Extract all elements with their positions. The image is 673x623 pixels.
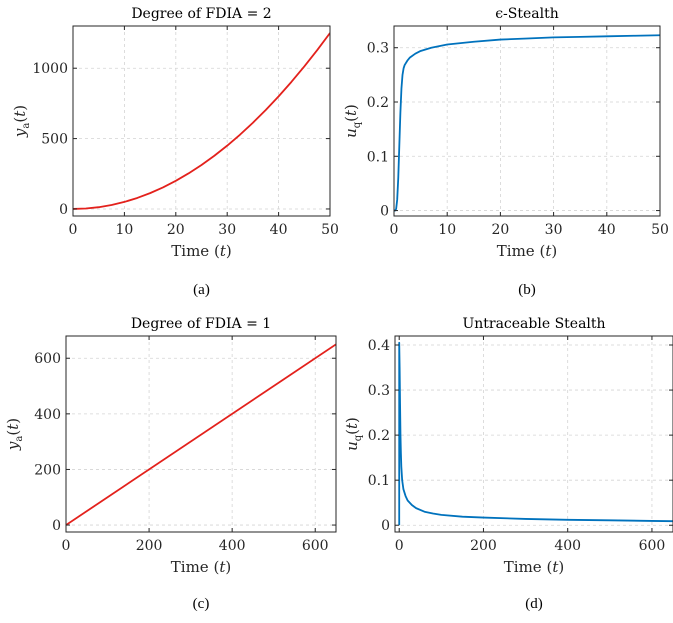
series-line-b-0 [394, 34, 660, 212]
x-tick-label: 200 [470, 538, 497, 554]
series-line-c-0 [66, 343, 336, 526]
panel-c: 0 200 400 600 0 200 400 600 Degree of FDIA = 1 Ti… [4, 316, 337, 612]
plot-frame [393, 25, 661, 217]
y-tick-label: 400 [34, 407, 61, 423]
chart-title: Degree of FDIA = 2 [131, 6, 271, 22]
x-tick-label: 0 [69, 222, 78, 238]
y-tick-label: 0.1 [368, 473, 390, 489]
x-tick-label: 600 [639, 538, 666, 554]
plot-frame [65, 335, 337, 533]
x-tick-label: 0 [62, 538, 71, 554]
x-tick-label: 600 [302, 538, 329, 554]
x-tick-label: 20 [491, 222, 509, 238]
y-tick-label: 500 [41, 132, 68, 148]
plot-frame [394, 335, 673, 533]
x-tick-label: 10 [438, 222, 456, 238]
x-tick-label: 30 [545, 222, 563, 238]
y-tick-label: 0.3 [368, 383, 390, 399]
y-tick-label: 200 [34, 462, 61, 478]
y-tick-label: 600 [34, 351, 61, 367]
panel-caption: (d) [525, 596, 543, 612]
y-axis-label: ya(t) [4, 418, 25, 451]
y-tick-label: 0.4 [368, 338, 390, 354]
y-tick-label: 0 [52, 518, 61, 534]
x-axis-label: Time (t) [497, 242, 557, 260]
y-tick-label: 0.3 [367, 41, 389, 57]
panel-caption: (c) [193, 596, 210, 612]
panel-d: 0 200 400 600 0 0.1 0.2 0.3 0.4 Untraceable Steal… [343, 316, 673, 612]
plot-frame [72, 25, 331, 217]
x-tick-label: 10 [115, 222, 133, 238]
y-tick-label: 0.2 [368, 428, 390, 444]
y-tick-label: 0.2 [367, 95, 389, 111]
y-tick-label: 0 [380, 204, 389, 220]
y-axis-label: ya(t) [11, 105, 32, 138]
panel-caption: (b) [518, 282, 536, 298]
y-tick-label: 0 [59, 202, 68, 218]
series-line-d-0 [398, 341, 673, 526]
y-tick-label: 0 [381, 518, 390, 534]
x-tick-label: 50 [651, 222, 669, 238]
series-line-a-0 [73, 32, 330, 210]
x-tick-label: 40 [270, 222, 288, 238]
chart-title: ϵ-Stealth [495, 6, 559, 22]
x-tick-label: 0 [390, 222, 399, 238]
x-tick-label: 20 [167, 222, 185, 238]
x-axis-label: Time (t) [171, 242, 231, 260]
x-tick-label: 400 [219, 538, 246, 554]
y-tick-label: 1000 [32, 61, 68, 77]
x-axis-label: Time (t) [171, 558, 231, 576]
x-tick-label: 40 [598, 222, 616, 238]
chart-title: Degree of FDIA = 1 [131, 316, 271, 332]
x-axis-label: Time (t) [504, 558, 564, 576]
panel-caption: (a) [193, 282, 210, 298]
x-tick-label: 400 [554, 538, 581, 554]
y-axis-label: uq(t) [343, 417, 364, 451]
panel-b: 0 10 20 30 40 50 0 0.1 0.2 0.3 ϵ-Stealth Time (t) uq… [342, 6, 669, 298]
x-tick-label: 200 [136, 538, 163, 554]
x-tick-label: 50 [321, 222, 339, 238]
y-axis-label: uq(t) [342, 104, 363, 138]
y-tick-label: 0.1 [367, 149, 389, 165]
chart-title: Untraceable Stealth [462, 316, 605, 332]
x-tick-label: 30 [218, 222, 236, 238]
x-tick-label: 0 [395, 538, 404, 554]
